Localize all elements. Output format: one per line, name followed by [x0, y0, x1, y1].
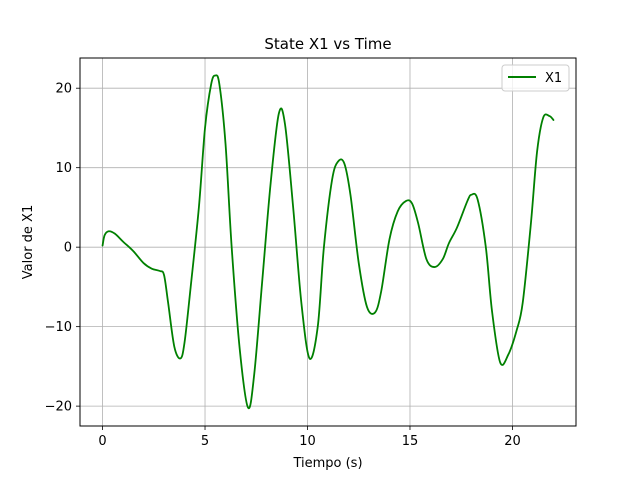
x-tick-label: 10: [299, 434, 316, 449]
y-tick-label: 10: [55, 161, 72, 176]
legend: X1: [501, 64, 570, 92]
chart-title: State X1 vs Time: [264, 35, 391, 53]
y-tick-label: −10: [45, 320, 72, 335]
legend-label-x1: X1: [545, 71, 562, 86]
y-tick-label: 0: [64, 241, 72, 256]
y-axis-ticks: −20 −10 0 10 20: [45, 82, 80, 415]
x-tick-label: 15: [402, 434, 419, 449]
y-tick-label: −20: [45, 400, 72, 415]
series-layer: [101, 74, 555, 410]
x-tick-label: 0: [98, 434, 106, 449]
x-axis-label: Tiempo (s): [292, 456, 362, 471]
x-tick-label: 20: [504, 434, 521, 449]
x-tick-label: 5: [201, 434, 209, 449]
plot-area-background: [80, 58, 576, 426]
series-line-x1: [101, 74, 555, 410]
y-axis-label: Valor de X1: [21, 205, 36, 279]
x-axis-ticks: 0 5 10 15 20: [98, 426, 521, 449]
y-tick-label: 20: [55, 82, 72, 97]
plot-area-frame: [79, 57, 577, 427]
